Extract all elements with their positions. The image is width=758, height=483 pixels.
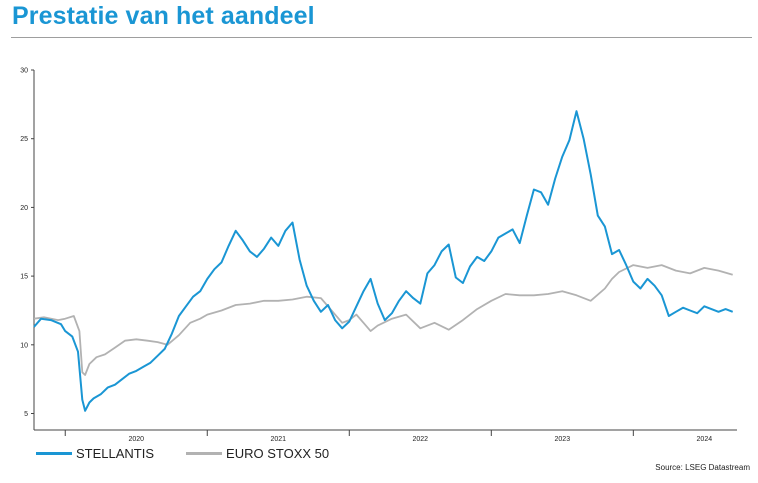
y-tick-label: 10 [20,342,28,349]
page-title: Prestatie van het aandeel [12,2,315,30]
y-tick-label: 25 [20,136,28,143]
legend-swatch-series-2 [186,451,223,455]
legend-label-series-1: STELLANTIS [76,445,155,461]
legend-label-series-2: EURO STOXX 50 [226,445,330,461]
source-note: Source: LSEG Datastream [655,463,750,472]
chart-axes: 5 10 15 20 25 30 2020 2021 2022 2023 2024 [20,68,737,443]
y-tick-label: 30 [20,68,28,75]
x-tick-label: 2020 [128,436,144,443]
legend-swatch-series-1 [36,451,72,455]
chart-lines [33,110,734,412]
x-tick-label: 2024 [697,436,713,443]
y-tick-label: 15 [20,274,28,281]
title-divider [11,37,752,38]
legend-item-series-2: EURO STOXX 50 [186,446,329,461]
x-tick-label: 2022 [413,436,429,443]
y-tick-label: 5 [24,411,28,418]
chart-legend: STELLANTIS EURO STOXX 50 [36,444,361,462]
series-line-2 [33,264,733,376]
legend-item-series-1: STELLANTIS [36,446,154,461]
x-tick-label: 2021 [270,436,286,443]
series-line-1 [33,110,734,412]
x-tick-label: 2023 [555,436,571,443]
y-tick-label: 20 [20,205,28,212]
